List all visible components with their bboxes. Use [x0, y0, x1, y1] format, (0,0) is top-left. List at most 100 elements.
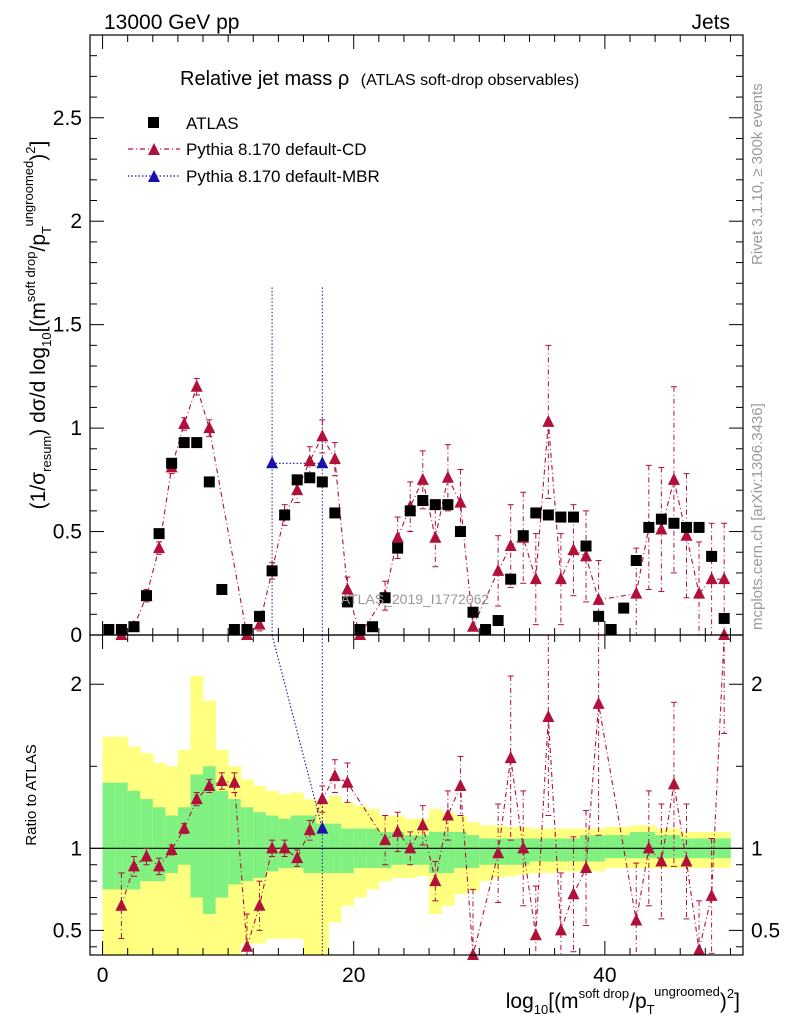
band-inner — [429, 831, 443, 873]
cd-ratio-point — [165, 842, 178, 855]
cd-point — [341, 582, 354, 595]
cd-ratio-point — [667, 777, 680, 790]
atlas-point — [291, 474, 303, 486]
cd-point — [467, 619, 480, 632]
cd-point — [153, 541, 166, 554]
cd-point — [592, 592, 605, 605]
cd-point — [705, 572, 718, 585]
cd-point — [554, 572, 567, 585]
atlas-point — [178, 437, 190, 449]
cd-point — [630, 586, 643, 599]
atlas-point — [228, 624, 240, 635]
legend-marker-atlas — [148, 117, 159, 128]
band-inner — [203, 766, 216, 914]
cd-ratio-point — [215, 774, 228, 787]
atlas-point — [417, 495, 429, 507]
ylabel-i: ungroomed — [21, 161, 36, 227]
atlas-point — [166, 457, 178, 469]
atlas-point — [555, 511, 567, 523]
xlabel-d: soft drop — [579, 986, 630, 1001]
ylabel-l: ] — [27, 141, 50, 147]
band-inner — [253, 812, 267, 878]
cd-point — [680, 528, 693, 541]
ratio-tick-label-left: 0.5 — [53, 919, 82, 942]
x-axis-label: log10[(msoft drop/pTungroomed)2] — [506, 984, 740, 1017]
cd-ratio-point — [655, 854, 668, 867]
cd-ratio-point — [341, 775, 354, 788]
cd-ratio-point — [554, 923, 567, 936]
cd-ratio-point — [642, 841, 655, 854]
atlas-point — [680, 521, 692, 533]
atlas-point — [693, 521, 705, 533]
band-inner — [341, 828, 355, 873]
band-inner — [416, 835, 430, 865]
mbr-point — [316, 456, 329, 469]
cd-ratio-point — [592, 696, 605, 709]
side-text-bottom: mcplots.cern.ch [arXiv:1306.3436] — [749, 403, 766, 630]
atlas-point — [517, 530, 529, 542]
ylabel-c: ) dσ/d log — [27, 347, 50, 436]
atlas-point — [279, 509, 291, 521]
atlas-point — [467, 606, 479, 618]
y-tick-label: 0 — [70, 624, 82, 647]
cd-point — [441, 470, 454, 483]
band-inner — [542, 838, 556, 862]
analysis-watermark: ATLAS_2019_I1772062 — [341, 591, 490, 607]
atlas-point — [203, 476, 215, 488]
atlas-point — [643, 521, 655, 533]
xlabel-c: [(m — [548, 990, 578, 1013]
atlas-point — [593, 610, 605, 622]
y-tick-label: 1 — [70, 417, 82, 440]
cd-point — [391, 530, 404, 543]
cd-point — [178, 416, 191, 429]
legend-marker-mbr — [148, 170, 160, 182]
band-inner — [102, 782, 116, 890]
cd-ratio-point — [203, 778, 216, 791]
cd-ratio-point — [240, 939, 253, 952]
cd-ratio-point — [517, 841, 530, 854]
cd-ratio-point — [266, 841, 279, 854]
cd-ratio-point — [379, 833, 392, 846]
atlas-point — [454, 526, 466, 538]
atlas-point — [429, 499, 441, 511]
cd-ratio-point — [580, 861, 593, 874]
cd-point — [718, 572, 731, 585]
cd-ratio-point — [693, 943, 706, 956]
cd-point — [567, 543, 580, 556]
xlabel-a: log — [506, 990, 534, 1013]
xlabel-e: /p — [629, 990, 647, 1013]
band-inner — [479, 838, 493, 865]
band-inner — [629, 831, 643, 859]
chart-title-symbol: ρ — [338, 68, 349, 90]
band-inner — [215, 790, 229, 898]
atlas-point — [442, 499, 454, 511]
xlabel-j: ] — [734, 990, 740, 1013]
cd-point — [303, 454, 316, 467]
atlas-point — [655, 513, 667, 525]
header-left: 13000 GeV pp — [104, 11, 239, 34]
atlas-point — [191, 437, 203, 449]
chart-title: Relative jet mass ρ (ATLAS soft-drop obs… — [180, 68, 579, 90]
band-inner — [177, 807, 191, 865]
cd-point — [203, 421, 216, 434]
cd-ratio-point — [328, 769, 341, 782]
cd-ratio-point — [492, 846, 505, 859]
atlas-point — [379, 592, 391, 604]
atlas-point — [605, 624, 617, 635]
atlas-point — [266, 565, 278, 577]
mbr-point — [266, 456, 279, 469]
cd-point — [253, 617, 266, 630]
xlabel-b: 10 — [534, 1002, 548, 1017]
atlas-point — [153, 528, 165, 540]
atlas-point — [367, 621, 379, 633]
band-inner — [617, 835, 631, 859]
cd-ratio-point — [529, 928, 542, 941]
x-tick-label: 0 — [97, 964, 109, 987]
cd-point — [492, 563, 505, 576]
legend: ATLAS Pythia 8.170 default-CD Pythia 8.1… — [128, 114, 380, 186]
atlas-point — [567, 511, 579, 523]
ylabel-b: resum — [39, 436, 54, 472]
atlas-point — [505, 573, 517, 585]
atlas-point — [392, 542, 404, 554]
